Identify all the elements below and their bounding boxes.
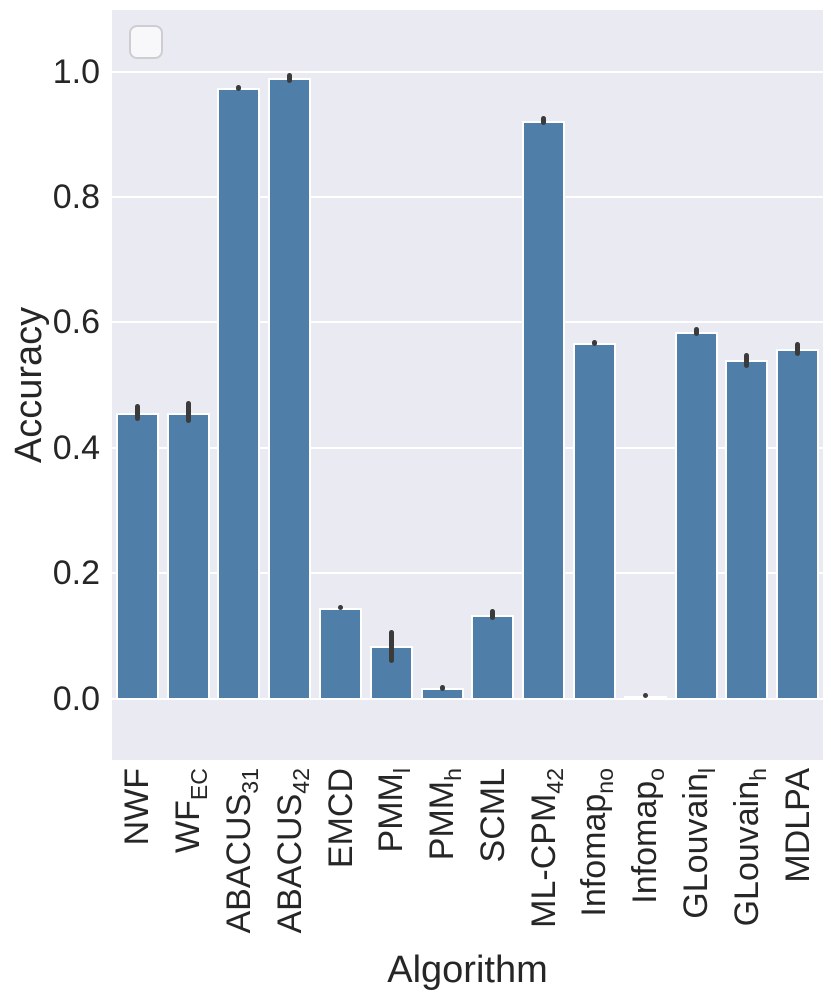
y-tick-label: 0.6 (52, 303, 100, 342)
error-bar (287, 72, 293, 83)
x-tick-label: ML-CPM42 (524, 768, 568, 928)
gridline (112, 196, 823, 199)
error-bar (388, 630, 394, 663)
x-tick-label: SCML (473, 768, 512, 863)
error-bar (541, 116, 547, 125)
bar (217, 87, 261, 699)
x-tick-label: EMCD (321, 768, 360, 869)
error-bar (185, 401, 191, 423)
x-tick-label: GLouvainh (727, 768, 771, 927)
x-tick-label: PMMh (423, 768, 466, 861)
x-tick-label: NWF (118, 768, 157, 846)
error-bar (744, 352, 750, 368)
y-tick-label: 0.4 (52, 428, 100, 467)
error-bar (439, 684, 445, 691)
bar (776, 348, 820, 699)
bar (522, 120, 566, 699)
x-tick-label: MDLPA (778, 768, 817, 883)
x-tick-label: PMMl (372, 768, 416, 853)
bar (725, 360, 769, 699)
x-tick-label: WFEC (169, 768, 212, 853)
y-axis-label: Accuracy (8, 306, 50, 464)
error-bar (591, 339, 597, 347)
empty-legend-box (129, 25, 163, 59)
bar (166, 412, 210, 699)
x-tick-label: Infomapno (575, 768, 619, 917)
gridline (112, 446, 823, 449)
error-bar (490, 609, 496, 620)
bar (674, 331, 718, 699)
bar (115, 413, 159, 699)
y-tick-label: 0.8 (52, 178, 100, 217)
bar (319, 607, 363, 699)
y-tick-label: 0.0 (52, 679, 100, 718)
bar (471, 614, 515, 699)
error-bar (338, 605, 344, 611)
gridline (112, 70, 823, 73)
bar (572, 343, 616, 699)
y-tick-label: 1.0 (52, 52, 100, 91)
x-tick-label: GLouvainl (677, 768, 720, 919)
error-bar (693, 327, 699, 337)
gridline (112, 321, 823, 324)
error-bar (236, 84, 242, 92)
x-tick-label: ABACUS31 (219, 768, 263, 934)
error-bar (134, 403, 140, 422)
gridline (112, 697, 823, 700)
bar (268, 77, 312, 699)
x-tick-label: ABACUS42 (270, 768, 314, 934)
y-tick-label: 0.2 (52, 554, 100, 593)
x-axis-label: Algorithm (387, 949, 548, 991)
gridline (112, 572, 823, 575)
error-bar (642, 693, 648, 698)
error-bar (795, 342, 801, 356)
x-tick-label: Infomapo (626, 768, 670, 904)
